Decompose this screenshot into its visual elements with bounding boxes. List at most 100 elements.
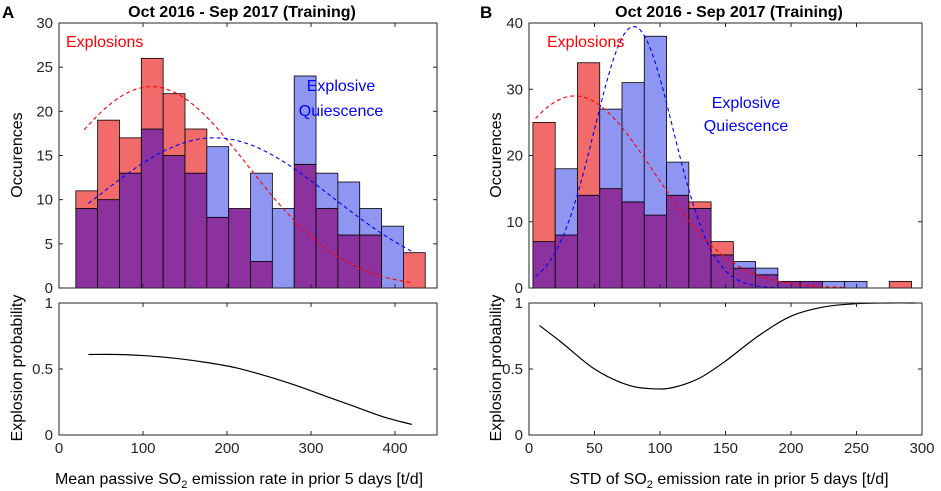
panel-a-probability: [88, 353, 412, 426]
panel-a-histogram-axes: 0 5 10 15 20 25 30: [36, 15, 438, 297]
panel-a-hist-bar-explosions: [119, 137, 142, 174]
panel-a-hist-bar-overlap: [228, 208, 251, 289]
panel-a-prob-xtick-label: 300: [298, 440, 323, 457]
panel-a-hist-bar-overlap: [119, 172, 142, 289]
panel-a-title: Oct 2016 - Sep 2017 (Training): [128, 4, 356, 21]
panel-a-legend-explosions: Explosions: [66, 34, 143, 51]
panel-b-hist-bar-overlap: [554, 234, 578, 289]
panel-a-hist-bar-overlap: [250, 261, 273, 289]
panel-b-xlabel: STD of SO2 emission rate in prior 5 days…: [569, 471, 888, 491]
panel-b-prob-ytick-label: 0: [515, 427, 523, 444]
panel-b-histogram-axes: 0 10 20 30 40: [506, 15, 923, 297]
panel-a-prob-probability-curve: [88, 353, 412, 426]
panel-a-xlabel-pre: Mean passive SO: [55, 471, 181, 488]
panel-b: B Oct 2016 - Sep 2017 (Training) Occuren…: [480, 3, 935, 491]
panel-b-prob-xtick-label: 300: [909, 440, 934, 457]
panel-b-hist-ytick-label: 10: [506, 214, 523, 231]
panel-a-hist-ytick-label: 30: [36, 15, 53, 32]
panel-b-ylabel-top: Occurences: [488, 112, 505, 197]
panel-b-hist-bar-overlap: [688, 208, 712, 289]
panel-b-probability: [539, 302, 916, 390]
panel-a-hist-bar-quiescence: [315, 172, 339, 209]
panel-b-hist-ytick-label: 40: [506, 15, 523, 32]
panel-a-xlabel-sub: 2: [181, 479, 187, 491]
panel-a-hist-ytick-label: 20: [36, 103, 53, 120]
panel-a-hist-bar-quiescence: [271, 208, 295, 289]
panel-b-legend-explosions: Explosions: [547, 34, 624, 51]
panel-b-hist-bar-overlap: [599, 188, 623, 289]
panel-b-hist-bar-explosions: [577, 62, 601, 196]
panel-b-letter: B: [480, 3, 492, 22]
panel-b-hist-ytick-label: 20: [506, 148, 523, 165]
panel-a-prob-xtick-label: 400: [382, 440, 407, 457]
panel-b-prob-xtick-label: 150: [713, 440, 738, 457]
panel-b-prob-xtick-label: 50: [586, 440, 603, 457]
panel-a-ylabel-top: Occurences: [9, 112, 26, 197]
panel-b-hist-bar-quiescence: [755, 267, 779, 276]
panel-a-legend-quiescence-line1: Explosive: [307, 78, 376, 95]
panel-a-prob-xtick-label: 100: [130, 440, 155, 457]
panel-a-prob-frame: [58, 302, 438, 436]
panel-a-hist-fit-explosions: [83, 86, 412, 284]
panel-b-hist-bar-overlap: [643, 214, 667, 289]
panel-b-xlabel-post: emission rate in prior 5 days [t/d]: [653, 471, 889, 488]
panel-a-hist-bar-overlap: [184, 172, 208, 289]
panel-a-hist-bar-quiescence: [250, 172, 273, 262]
panel-a-prob-ytick-label: 0: [45, 427, 53, 444]
panel-a-hist-ytick-label: 25: [36, 59, 53, 76]
panel-a-letter: A: [2, 3, 14, 22]
panel-b-prob-xtick-label: 250: [844, 440, 869, 457]
panel-b-hist-ytick-label: 0: [515, 280, 523, 297]
panel-b-hist-bar-overlap: [577, 194, 601, 289]
panel-b-prob-ytick-label: 0.5: [502, 361, 523, 378]
panel-a-xlabel-post: emission rate in prior 5 days [t/d]: [187, 471, 423, 488]
panel-b-hist-bar-overlap: [710, 254, 734, 289]
panel-b-prob-xtick-label: 100: [647, 440, 672, 457]
panel-b-hist-bar-explosions: [888, 280, 912, 289]
panel-b-prob-xtick-label: 0: [525, 440, 533, 457]
panel-b-hist-bar-explosions: [688, 201, 712, 209]
panel-b-prob-xtick-label: 200: [778, 440, 803, 457]
panel-b-hist-bar-explosions: [710, 241, 734, 256]
panel-a-hist-ytick-label: 5: [45, 236, 53, 253]
panel-b-histogram: [532, 26, 912, 289]
panel-a-hist-bar-overlap: [293, 163, 317, 289]
panel-b-xlabel-pre: STD of SO: [569, 471, 646, 488]
panel-b-hist-bar-quiescence: [844, 280, 868, 289]
panel-a: A Oct 2016 - Sep 2017 (Training) Occuren…: [2, 3, 438, 491]
panel-a-hist-bar-explosions: [140, 57, 164, 130]
panel-b-hist-bar-explosions: [532, 121, 556, 243]
panel-b-legend-quiescence-line1: Explosive: [712, 95, 781, 112]
panel-a-hist-bar-overlap: [359, 234, 382, 289]
panel-b-ylabel-bottom: Explosion probability: [488, 295, 505, 442]
panel-a-hist-bar-explosions: [184, 128, 208, 174]
panel-a-histogram: [75, 57, 426, 289]
panel-b-prob-ytick-label: 1: [515, 295, 523, 312]
panel-a-probability-axes: 0 100 200 300 400 0 0.5 1: [32, 295, 438, 457]
panel-b-legend-quiescence-line2: Quiescence: [704, 118, 789, 135]
panel-a-prob-ytick-label: 0.5: [32, 361, 53, 378]
panel-a-hist-fit-quiescence: [88, 137, 413, 252]
panel-b-title: Oct 2016 - Sep 2017 (Training): [615, 4, 843, 21]
panel-a-prob-xtick-label: 0: [55, 440, 63, 457]
panel-a-hist-bar-overlap: [97, 199, 120, 289]
panel-b-hist-bar-quiescence: [732, 261, 757, 269]
panel-b-xlabel-sub: 2: [647, 479, 653, 491]
panel-a-hist-bar-quiescence: [337, 181, 361, 236]
panel-a-ylabel-bottom: Explosion probability: [9, 295, 26, 442]
panel-b-hist-bar-quiescence: [621, 82, 645, 203]
panel-a-hist-bar-overlap: [75, 208, 99, 289]
panel-a-hist-bar-overlap: [315, 208, 339, 289]
panel-b-prob-frame: [528, 302, 923, 436]
panel-a-hist-bar-explosions: [75, 190, 99, 209]
panel-a-legend: Explosions Explosive Quiescence: [66, 34, 383, 120]
panel-a-hist-ytick-label: 0: [45, 280, 53, 297]
panel-b-hist-fit-explosions: [535, 95, 844, 288]
panel-b-hist-bar-quiescence: [599, 108, 623, 190]
panel-b-hist-ytick-label: 30: [506, 81, 523, 98]
panel-a-hist-bar-quiescence: [359, 208, 382, 236]
panel-a-hist-bar-quiescence: [293, 75, 317, 165]
panel-a-hist-bar-explosions: [402, 252, 426, 289]
panel-b-hist-bar-overlap: [777, 280, 801, 289]
panel-a-hist-bar-explosions: [162, 93, 186, 156]
